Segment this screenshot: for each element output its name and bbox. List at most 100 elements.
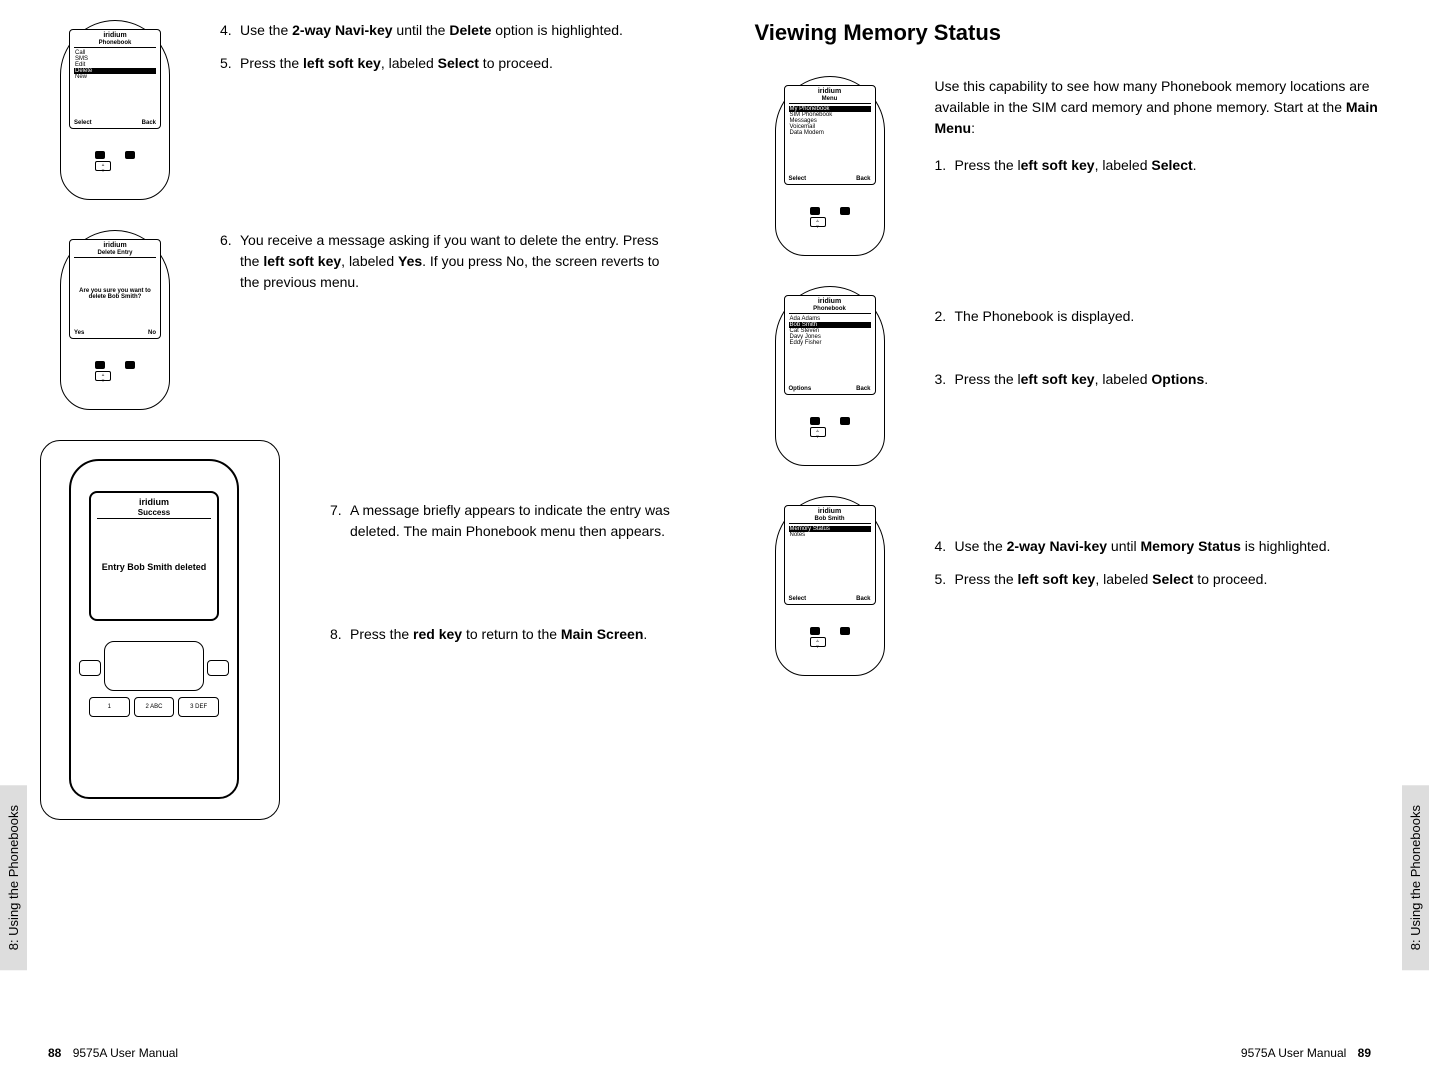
- screen-title: Bob Smith: [789, 515, 871, 524]
- nav-key: [840, 207, 850, 215]
- brand-label: iridium: [787, 508, 873, 515]
- step-row-4-5: iridium Bob Smith Memory StatusNotes Sel…: [755, 496, 1390, 676]
- instruction-text: 4. Use the 2-way Navi-key until Memory S…: [905, 496, 1390, 602]
- nav-key: [840, 627, 850, 635]
- step-4: 4. Use the 2-way Navi-key until the Dele…: [220, 20, 675, 41]
- page-number: 88: [48, 1046, 61, 1060]
- phone-illustration: iridium Phonebook CallSMSEditDeleteNew S…: [40, 20, 190, 200]
- side-tab: 8: Using the Phonebooks: [1402, 785, 1429, 970]
- softkey-row: Select Back: [787, 176, 873, 182]
- key-3: 3 DEF: [178, 697, 219, 717]
- softkey-left: Select: [789, 596, 807, 602]
- softkey-row: Yes No: [72, 330, 158, 336]
- phone-screen: iridium Delete Entry Are you sure you wa…: [69, 239, 161, 339]
- nav-keys: ▵▿: [810, 207, 850, 229]
- step-5: 5. Press the left soft key, labeled Sele…: [935, 569, 1390, 590]
- big-phone-col: iridium Success Entry Bob Smith deleted …: [40, 440, 300, 820]
- big-phone-screen: iridium Success Entry Bob Smith deleted: [89, 491, 219, 621]
- step-text: Press the left soft key, labeled Options…: [955, 369, 1209, 390]
- step-1: 1. Press the left soft key, labeled Sele…: [935, 155, 1390, 176]
- step-number: 4.: [935, 536, 955, 557]
- step-7: 7. A message briefly appears to indicate…: [330, 500, 675, 542]
- keypad: 12 ABC3 DEF: [89, 641, 219, 717]
- step-number: 7.: [330, 500, 350, 542]
- big-phone-frame: iridium Success Entry Bob Smith deleted …: [40, 440, 280, 820]
- step-number: 3.: [935, 369, 955, 390]
- phone-illustration: iridium Bob Smith Memory StatusNotes Sel…: [755, 496, 905, 676]
- nav-keys: ▵▿: [95, 361, 135, 383]
- phone-illustration: iridium Phonebook Ada AdamsBob SmithCat …: [755, 286, 905, 466]
- menu-item: Data Modem: [789, 130, 871, 136]
- step-number: 5.: [935, 569, 955, 590]
- footer: 9575A User Manual 89: [1241, 1046, 1379, 1060]
- softkey-right: Back: [856, 176, 870, 182]
- page-number: 89: [1358, 1046, 1371, 1060]
- side-tab: 8: Using the Phonebooks: [0, 785, 27, 970]
- step-2: 2. The Phonebook is displayed.: [935, 306, 1390, 327]
- screen-body: My PhonebookSIM PhonebookMessagesVoicema…: [787, 104, 873, 176]
- step-text: Press the red key to return to the Main …: [350, 624, 647, 645]
- step-number: 1.: [935, 155, 955, 176]
- phone-illustration: iridium Menu My PhonebookSIM PhonebookMe…: [755, 76, 905, 256]
- nav-key: [810, 627, 820, 635]
- phone-screen: iridium Bob Smith Memory StatusNotes Sel…: [784, 505, 876, 605]
- softkey-row: Options Back: [787, 386, 873, 392]
- menu-item: Notes: [789, 532, 871, 538]
- phone-device: iridium Delete Entry Are you sure you wa…: [60, 230, 170, 410]
- softkey-row: Select Back: [787, 596, 873, 602]
- navi-key: ▵▿: [95, 161, 111, 171]
- step-text: A message briefly appears to indicate th…: [350, 500, 675, 542]
- big-phone-device: iridium Success Entry Bob Smith deleted …: [69, 459, 239, 799]
- phone-device: iridium Menu My PhonebookSIM PhonebookMe…: [775, 76, 885, 256]
- softkey-right: No: [148, 330, 156, 336]
- phone-screen: iridium Menu My PhonebookSIM PhonebookMe…: [784, 85, 876, 185]
- step-number: 6.: [220, 230, 240, 293]
- softkey-left: Options: [789, 386, 812, 392]
- step-text: Press the left soft key, labeled Select …: [240, 53, 553, 74]
- navi-key: ▵▿: [810, 427, 826, 437]
- screen-body: CallSMSEditDeleteNew: [72, 48, 158, 120]
- key-1: 1: [89, 697, 130, 717]
- instruction-text: 2. The Phonebook is displayed. 3. Press …: [905, 286, 1390, 402]
- brand-label: iridium: [72, 242, 158, 249]
- nav-key: [840, 417, 850, 425]
- phone-device: iridium Phonebook CallSMSEditDeleteNew S…: [60, 20, 170, 200]
- screen-title: Delete Entry: [74, 249, 156, 258]
- step-row-4-5: iridium Phonebook CallSMSEditDeleteNew S…: [40, 20, 675, 200]
- step-3: 3. Press the left soft key, labeled Opti…: [935, 369, 1390, 390]
- screen-message: Entry Bob Smith deleted: [95, 519, 213, 615]
- instruction-text: 6. You receive a message asking if you w…: [190, 230, 675, 305]
- softkey-row: Select Back: [72, 120, 158, 126]
- step-row-6: iridium Delete Entry Are you sure you wa…: [40, 230, 675, 410]
- softkey-right: Back: [856, 386, 870, 392]
- navi-key: ▵▿: [95, 371, 111, 381]
- step-number: 4.: [220, 20, 240, 41]
- instruction-text: Use this capability to see how many Phon…: [905, 76, 1390, 188]
- menu-item: Eddy Fisher: [789, 340, 871, 346]
- screen-body: Ada AdamsBob SmithCat StevenDavy JonesEd…: [787, 314, 873, 386]
- screen-title: Phonebook: [789, 305, 871, 314]
- screen-title: Success: [97, 507, 211, 519]
- step-number: 2.: [935, 306, 955, 327]
- softkey-left: Select: [789, 176, 807, 182]
- brand-label: iridium: [72, 32, 158, 39]
- phone-illustration: iridium Delete Entry Are you sure you wa…: [40, 230, 190, 410]
- step-text: Use the 2-way Navi-key until Memory Stat…: [955, 536, 1331, 557]
- step-text: Press the left soft key, labeled Select …: [955, 569, 1268, 590]
- softkey-right: Back: [142, 120, 156, 126]
- footer: 88 9575A User Manual: [40, 1046, 178, 1060]
- instruction-text: 4. Use the 2-way Navi-key until the Dele…: [190, 20, 675, 86]
- nav-keys: ▵▿: [810, 627, 850, 649]
- nav-key: [125, 361, 135, 369]
- screen-title: Phonebook: [74, 39, 156, 48]
- phone-device: iridium Phonebook Ada AdamsBob SmithCat …: [775, 286, 885, 466]
- page-88: iridium Phonebook CallSMSEditDeleteNew S…: [0, 0, 715, 1070]
- big-navi-key: [104, 641, 204, 691]
- screen-message: Are you sure you want to delete Bob Smit…: [72, 258, 158, 330]
- step-text: Press the left soft key, labeled Select.: [955, 155, 1197, 176]
- step-text: You receive a message asking if you want…: [240, 230, 675, 293]
- nav-key: [810, 207, 820, 215]
- nav-keys: ▵▿: [95, 151, 135, 173]
- manual-name: 9575A User Manual: [73, 1046, 178, 1060]
- softkey-left: Yes: [74, 330, 84, 336]
